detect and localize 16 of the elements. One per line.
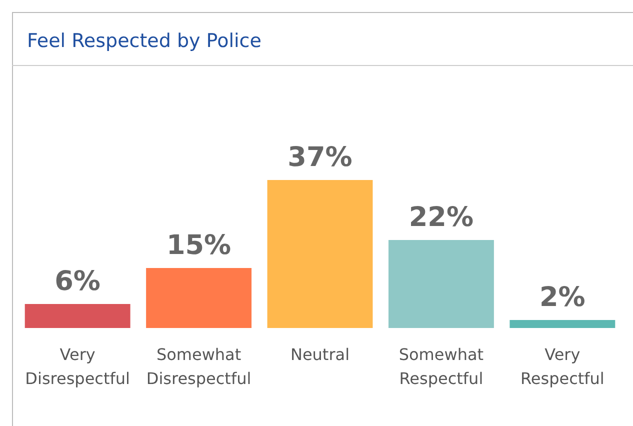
bar bbox=[510, 320, 616, 328]
data-label: 2% bbox=[540, 282, 586, 313]
x-tick-label: Neutral bbox=[290, 345, 350, 364]
x-tick-label: Somewhat Respectful bbox=[398, 345, 484, 388]
bar bbox=[388, 240, 494, 328]
data-label: 6% bbox=[54, 266, 100, 297]
bar bbox=[267, 180, 373, 328]
chart-title: Feel Respected by Police bbox=[27, 30, 262, 52]
data-label: 22% bbox=[408, 202, 474, 233]
bar bbox=[146, 268, 252, 328]
data-label: 15% bbox=[166, 230, 232, 261]
x-tick-label: Very Respectful bbox=[520, 345, 604, 388]
bar bbox=[24, 304, 130, 328]
x-tick-label: Very Disrespectful bbox=[25, 345, 130, 388]
x-tick-label: Somewhat Disrespectful bbox=[146, 345, 252, 388]
data-label: 37% bbox=[288, 142, 352, 173]
